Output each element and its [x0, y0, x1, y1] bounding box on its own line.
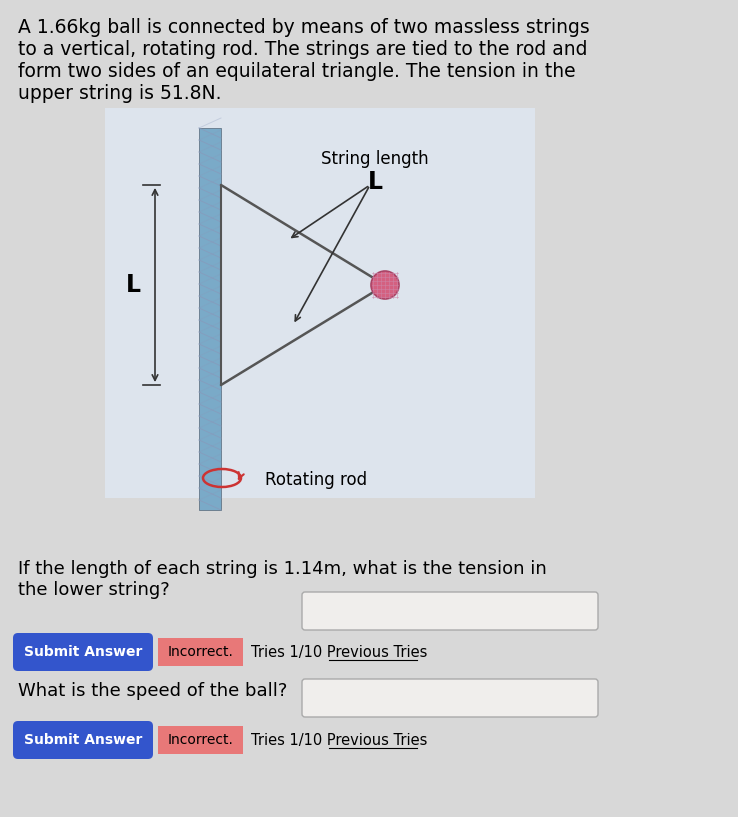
- Text: If the length of each string is 1.14m, what is the tension in
the lower string?: If the length of each string is 1.14m, w…: [18, 560, 547, 599]
- Text: Submit Answer: Submit Answer: [24, 733, 142, 747]
- Text: Tries 1/10 Previous Tries: Tries 1/10 Previous Tries: [251, 645, 427, 659]
- Text: L: L: [125, 273, 140, 297]
- FancyBboxPatch shape: [302, 679, 598, 717]
- Text: Tries 1/10 Previous Tries: Tries 1/10 Previous Tries: [251, 733, 427, 748]
- Text: A 1.66kg ball is connected by means of two massless strings
to a vertical, rotat: A 1.66kg ball is connected by means of t…: [18, 18, 590, 103]
- Text: What is the speed of the ball?: What is the speed of the ball?: [18, 682, 287, 700]
- FancyBboxPatch shape: [302, 592, 598, 630]
- FancyBboxPatch shape: [199, 128, 221, 510]
- FancyBboxPatch shape: [158, 638, 243, 666]
- Text: Incorrect.: Incorrect.: [168, 645, 233, 659]
- Text: Submit Answer: Submit Answer: [24, 645, 142, 659]
- FancyBboxPatch shape: [13, 721, 153, 759]
- FancyBboxPatch shape: [105, 108, 535, 498]
- Text: Rotating rod: Rotating rod: [265, 471, 367, 489]
- Circle shape: [371, 271, 399, 299]
- Text: String length: String length: [321, 150, 429, 168]
- Text: L: L: [368, 170, 382, 194]
- FancyBboxPatch shape: [158, 726, 243, 754]
- FancyBboxPatch shape: [13, 633, 153, 671]
- Text: Incorrect.: Incorrect.: [168, 733, 233, 747]
